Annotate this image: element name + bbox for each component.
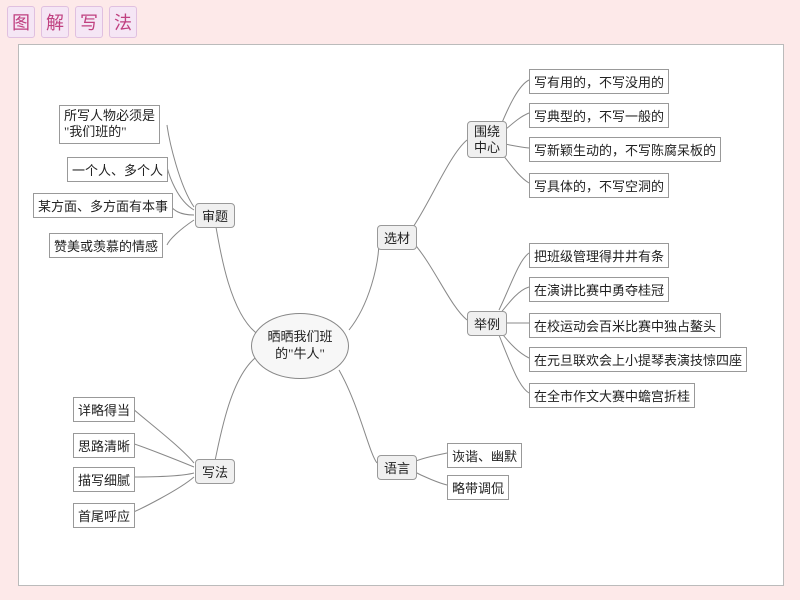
leaf-weirao: 写典型的，不写一般的 (529, 103, 669, 128)
hub-shenti: 审题 (195, 203, 235, 228)
title-char: 图 (7, 6, 35, 38)
leaf-yuyan: 诙谐、幽默 (447, 443, 522, 468)
page-title: 图 解 写 法 (6, 6, 138, 38)
title-char: 法 (109, 6, 137, 38)
leaf-weirao: 写新颖生动的，不写陈腐呆板的 (529, 137, 721, 162)
leaf-shenti: 一个人、多个人 (67, 157, 168, 182)
hub-juli: 举例 (467, 311, 507, 336)
center-node: 晒晒我们班的"牛人" (251, 313, 349, 379)
hub-xuancai: 选材 (377, 225, 417, 250)
leaf-xiefa: 思路清晰 (73, 433, 135, 458)
leaf-yuyan: 略带调侃 (447, 475, 509, 500)
hub-yuyan: 语言 (377, 455, 417, 480)
leaf-juli: 把班级管理得井井有条 (529, 243, 669, 268)
mindmap-board: 晒晒我们班的"牛人" 审题 写法 选材 语言 围绕中心 举例 所写人物必须是"我… (18, 44, 784, 586)
leaf-xiefa: 首尾呼应 (73, 503, 135, 528)
leaf-juli: 在元旦联欢会上小提琴表演技惊四座 (529, 347, 747, 372)
leaf-weirao: 写具体的，不写空洞的 (529, 173, 669, 198)
leaf-juli: 在校运动会百米比赛中独占鳌头 (529, 313, 721, 338)
leaf-weirao: 写有用的，不写没用的 (529, 69, 669, 94)
leaf-xiefa: 详略得当 (73, 397, 135, 422)
title-char: 写 (75, 6, 103, 38)
hub-weirao: 围绕中心 (467, 121, 507, 158)
leaf-xiefa: 描写细腻 (73, 467, 135, 492)
leaf-shenti: 赞美或羡慕的情感 (49, 233, 163, 258)
hub-xiefa: 写法 (195, 459, 235, 484)
canvas: 图 解 写 法 (0, 0, 800, 600)
leaf-juli: 在全市作文大赛中蟾宫折桂 (529, 383, 695, 408)
leaf-shenti: 某方面、多方面有本事 (33, 193, 173, 218)
title-char: 解 (41, 6, 69, 38)
leaf-shenti: 所写人物必须是"我们班的" (59, 105, 160, 144)
leaf-juli: 在演讲比赛中勇夺桂冠 (529, 277, 669, 302)
